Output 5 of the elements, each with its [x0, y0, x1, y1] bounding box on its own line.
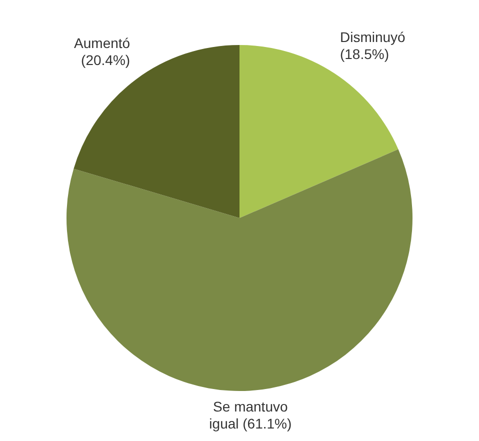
slice-label: Aumentó [74, 35, 130, 52]
slice-label: Se mantuvo igual (61.1%) [209, 398, 292, 432]
data-label: (20.4%) [81, 52, 130, 68]
slice-label: Disminuyó [340, 28, 406, 45]
data-label: (18.5%) [340, 46, 389, 62]
